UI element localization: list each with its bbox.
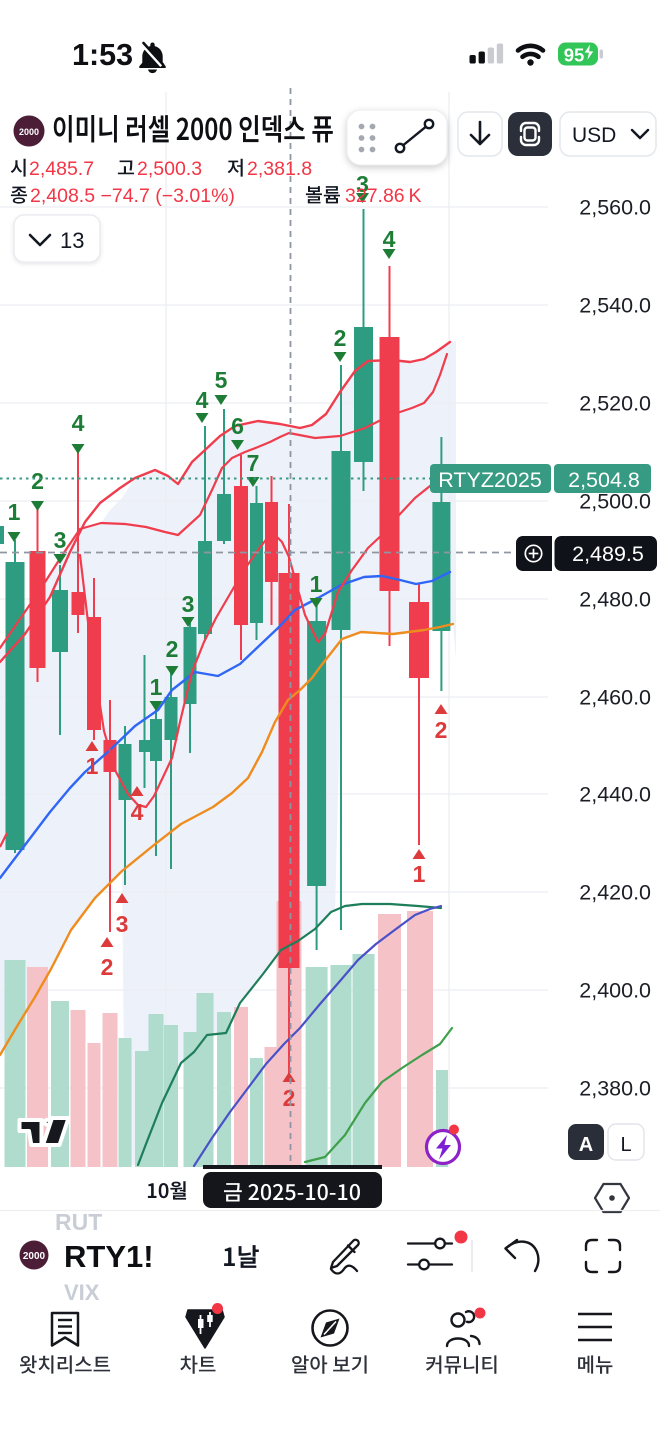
svg-text:2000: 2000 [23,1251,46,1262]
svg-text:7: 7 [247,450,260,476]
svg-text:4: 4 [131,799,144,825]
svg-text:6: 6 [231,413,244,439]
svg-text:2,440.0: 2,440.0 [579,783,651,807]
svg-text:1: 1 [310,571,323,597]
svg-text:2,485.7: 2,485.7 [29,158,94,180]
svg-text:4: 4 [383,226,396,252]
svg-text:3: 3 [116,911,129,937]
svg-text:2: 2 [334,325,347,351]
svg-text:RTY1!: RTY1! [64,1239,154,1274]
svg-text:1: 1 [8,499,21,525]
svg-text:VIX: VIX [64,1280,100,1305]
svg-text:3: 3 [356,171,369,197]
svg-text:2,560.0: 2,560.0 [579,196,651,220]
svg-text:4: 4 [72,410,85,436]
svg-text:2: 2 [283,1085,296,1111]
svg-text:1: 1 [86,753,99,779]
svg-text:1:53: 1:53 [72,38,133,72]
svg-text:2,381.8: 2,381.8 [247,158,312,180]
svg-text:RTYZ2025: RTYZ2025 [438,468,542,492]
svg-text:2,500.3: 2,500.3 [137,158,202,180]
svg-text:2: 2 [435,717,448,743]
svg-text:2: 2 [166,636,179,662]
svg-text:1: 1 [413,861,426,887]
svg-text:2,489.5: 2,489.5 [572,542,644,566]
svg-text:327.86 K: 327.86 K [345,185,422,207]
svg-text:13: 13 [60,228,84,253]
svg-text:95: 95 [564,45,585,66]
svg-text:2,520.0: 2,520.0 [579,392,651,416]
svg-text:3: 3 [182,591,195,617]
svg-text:2: 2 [101,954,114,980]
svg-text:2,408.5 −74.7 (−3.01%): 2,408.5 −74.7 (−3.01%) [30,185,235,207]
svg-text:2,540.0: 2,540.0 [579,294,651,318]
svg-text:4: 4 [196,387,209,413]
svg-text:2,500.0: 2,500.0 [579,490,651,514]
svg-text:USD: USD [572,124,616,147]
svg-text:2,380.0: 2,380.0 [579,1077,651,1101]
svg-text:2,400.0: 2,400.0 [579,979,651,1003]
svg-text:2,480.0: 2,480.0 [579,588,651,612]
svg-text:2,460.0: 2,460.0 [579,686,651,710]
svg-text:2,504.8: 2,504.8 [568,468,640,492]
svg-text:2000: 2000 [19,127,39,137]
svg-text:3: 3 [54,527,67,553]
svg-text:RUT: RUT [55,1209,102,1235]
svg-text:2: 2 [31,468,44,494]
svg-text:1: 1 [150,674,163,700]
svg-text:L: L [620,1134,631,1156]
svg-text:5: 5 [215,367,228,393]
svg-text:A: A [579,1134,593,1156]
svg-text:2,420.0: 2,420.0 [579,881,651,905]
